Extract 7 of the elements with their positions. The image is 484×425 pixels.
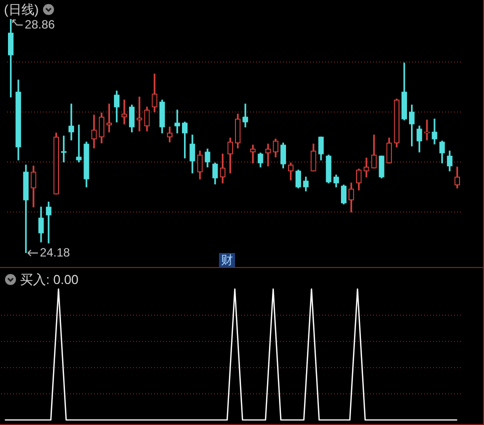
candlestick — [265, 144, 271, 166]
chart-title: (日线) — [4, 2, 39, 17]
annotation: 28.86 — [24, 17, 56, 32]
candlestick — [424, 120, 430, 140]
annotation: 24.18 — [40, 245, 70, 260]
chart-title: 买入: 0.00 — [20, 272, 79, 287]
annotation: 财 — [219, 253, 235, 267]
